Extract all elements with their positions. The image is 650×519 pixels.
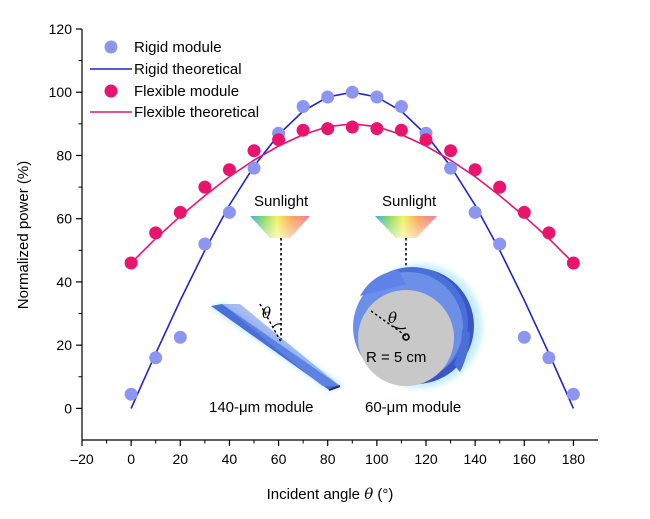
legend-marker-rigid-module <box>104 40 118 54</box>
point-flexible-module <box>566 256 580 270</box>
x-tick-label: 140 <box>463 451 487 467</box>
point-rigid-module <box>198 237 212 251</box>
x-axis-title-prefix: Incident angle <box>267 486 365 503</box>
point-flexible-module <box>370 122 384 136</box>
point-rigid-module <box>124 387 138 401</box>
legend-label-flexible-theoretical: Flexible theoretical <box>134 104 259 121</box>
mounting-disk <box>358 290 454 386</box>
x-axis-title-theta: θ <box>364 485 373 503</box>
point-rigid-module <box>247 161 261 175</box>
y-tick-label: 120 <box>49 21 73 37</box>
sunlight-label-right: Sunlight <box>382 193 437 210</box>
x-tick-label: 100 <box>365 451 389 467</box>
point-rigid-module <box>321 90 335 104</box>
x-tick-label: 40 <box>222 451 238 467</box>
axes: –20 0 20 40 60 80 100 120 140 160 180 0 20 40 60 80 100 1… <box>49 21 598 467</box>
module-label-140um: 140-μm module <box>209 399 314 416</box>
angle-arc-right <box>392 325 407 330</box>
point-rigid-module <box>173 330 187 344</box>
x-tick-label: 20 <box>172 451 188 467</box>
y-tick-label: 40 <box>56 274 72 290</box>
point-flexible-module <box>149 226 163 240</box>
point-flexible-module <box>296 123 310 137</box>
point-flexible-module <box>272 133 286 147</box>
point-rigid-module <box>468 205 482 219</box>
y-tick-label: 0 <box>64 400 72 416</box>
sunlight-arrow-right <box>375 216 437 238</box>
point-flexible-module <box>247 144 261 158</box>
x-axis-title: Incident angle θ (°) <box>267 485 394 503</box>
radius-label: R = 5 cm <box>366 349 426 366</box>
module-label-60um: 60-μm module <box>365 399 461 416</box>
y-axis-title: Normalized power (%) <box>15 161 32 309</box>
legend-label-rigid-module: Rigid module <box>134 39 222 56</box>
x-axis-title-unit: (°) <box>373 486 393 503</box>
point-rigid-module <box>345 85 359 99</box>
x-tick-label: –20 <box>70 451 94 467</box>
point-rigid-module <box>394 100 408 113</box>
point-flexible-module <box>222 163 236 177</box>
point-flexible-module <box>444 144 458 158</box>
x-tick-label: 0 <box>127 451 135 467</box>
point-flexible-module <box>124 256 138 270</box>
point-rigid-module <box>149 351 163 365</box>
point-flexible-module <box>394 123 408 137</box>
theta-label-right: θ <box>388 309 397 327</box>
point-flexible-module <box>198 180 212 194</box>
normal-line-left <box>259 303 282 343</box>
inset-illustration: Sunlight θ 140-μm module Sunlight <box>209 193 482 416</box>
legend-label-flexible-module: Flexible module <box>134 83 239 100</box>
point-flexible-module <box>542 226 556 240</box>
point-rigid-module <box>444 161 458 175</box>
y-tick-label: 80 <box>56 147 72 163</box>
flat-module-140um <box>210 303 343 391</box>
y-tick-label: 20 <box>56 337 72 353</box>
point-rigid-module <box>370 90 384 104</box>
sunlight-arrow-left <box>250 216 310 238</box>
x-tick-label: 160 <box>513 451 537 467</box>
x-tick-label: 80 <box>320 451 336 467</box>
point-rigid-module <box>517 330 531 344</box>
legend-marker-flexible-module <box>104 84 118 98</box>
theta-label-left: θ <box>262 304 271 322</box>
point-rigid-module <box>296 100 310 113</box>
point-rigid-module <box>493 237 507 251</box>
y-tick-label: 100 <box>49 84 73 100</box>
point-flexible-module <box>345 120 359 134</box>
legend-label-rigid-theoretical: Rigid theoretical <box>134 61 242 78</box>
angle-arc-left <box>272 323 282 328</box>
series-layer <box>124 85 580 409</box>
x-tick-label: 120 <box>414 451 438 467</box>
point-rigid-module <box>566 387 580 401</box>
sunlight-label-left: Sunlight <box>254 193 309 210</box>
curved-module-60um <box>353 264 482 388</box>
point-flexible-module <box>468 163 482 177</box>
x-tick-label: 60 <box>271 451 287 467</box>
x-tick-label: 180 <box>562 451 586 467</box>
y-tick-label: 60 <box>56 211 72 227</box>
series-line-rigid-theoretical <box>130 91 575 409</box>
disk-center <box>402 333 410 341</box>
normal-line-right <box>370 310 407 337</box>
point-rigid-module <box>542 351 556 365</box>
point-flexible-module <box>517 205 531 219</box>
point-flexible-module <box>173 205 187 219</box>
series-line-flexible-theoretical <box>130 122 574 264</box>
point-rigid-module <box>222 205 236 219</box>
point-flexible-module <box>321 122 335 136</box>
legend: Rigid module Rigid theoretical Flexible … <box>90 39 259 121</box>
point-flexible-module <box>419 133 433 147</box>
point-flexible-module <box>493 180 507 194</box>
